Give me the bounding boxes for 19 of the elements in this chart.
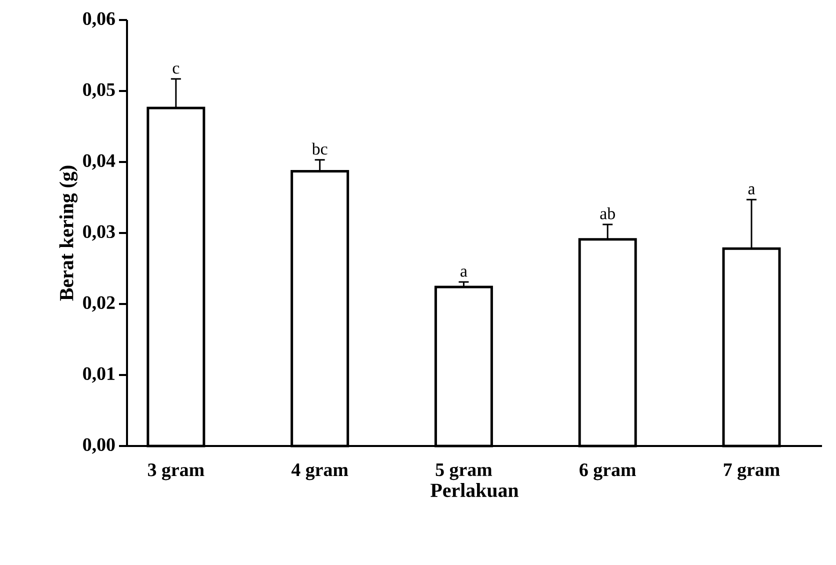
y-tick-label: 0,04 (83, 154, 116, 170)
y-tick-label: 0,05 (83, 83, 115, 99)
annotation: bc (312, 142, 328, 155)
x-tick-label: 4 gram (291, 464, 348, 480)
x-tick-label: 3 gram (148, 464, 204, 480)
y-tick-label: 0,06 (83, 12, 115, 28)
x-tick-label: 6 gram (580, 464, 636, 480)
x-tick-label: 7 gram (724, 464, 780, 480)
annotation: ab (600, 207, 615, 220)
y-axis-title: Berat kering (g) (59, 166, 78, 301)
y-tick-label: 0,00 (83, 438, 115, 454)
x-tick-label: 5 gram (436, 464, 492, 480)
annotation: a (748, 186, 756, 194)
annotation: c (172, 66, 180, 74)
y-tick-label: 0,02 (83, 296, 115, 312)
y-tick-label: 0,03 (83, 225, 115, 241)
annotation: a (460, 268, 468, 277)
y-tick-label: 0,01 (83, 367, 115, 383)
x-axis-title: Perlakuan (430, 483, 518, 498)
